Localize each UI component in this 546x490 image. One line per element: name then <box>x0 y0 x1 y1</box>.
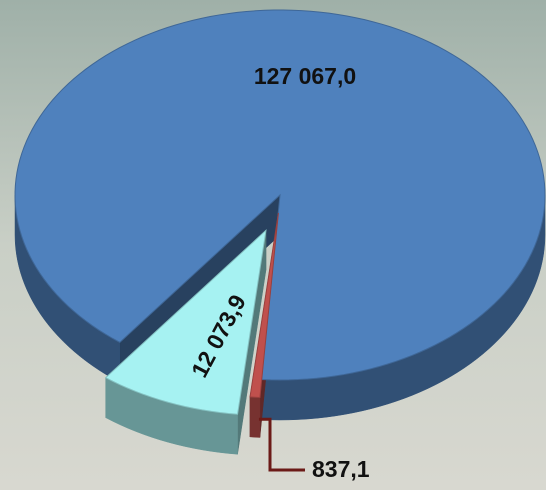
pie-slice <box>104 228 267 415</box>
pie-slice <box>14 9 546 381</box>
slice-side <box>249 396 261 438</box>
pie-slice <box>249 212 279 399</box>
data-label: 127 067,0 <box>254 63 356 89</box>
leader-line <box>258 417 305 472</box>
pie-tops <box>14 9 546 415</box>
data-label: 837,1 <box>312 456 370 482</box>
